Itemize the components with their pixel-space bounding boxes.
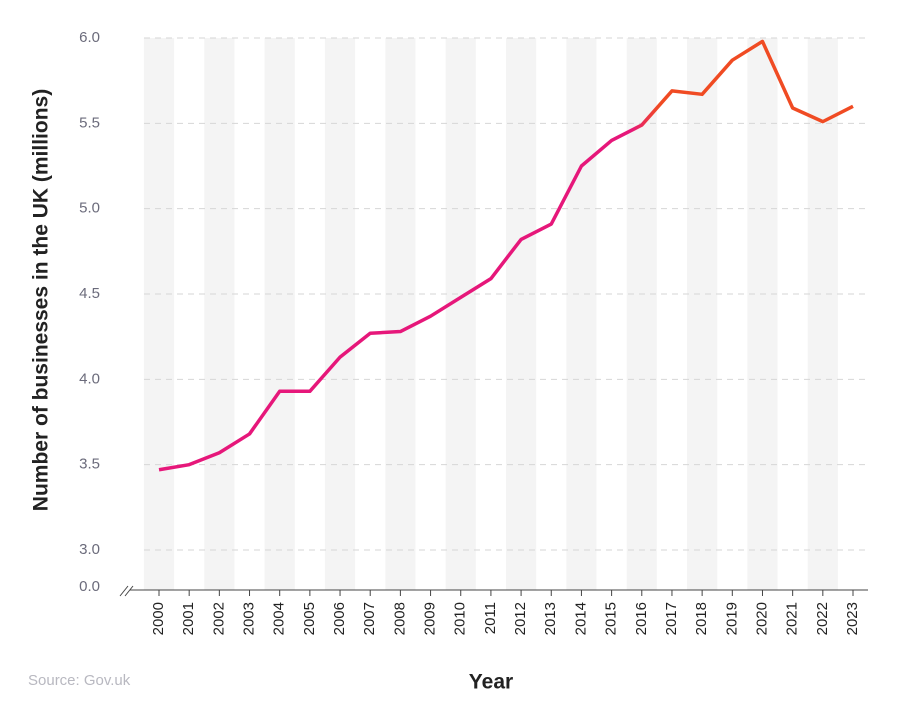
band: [204, 38, 235, 590]
line: [158, 39, 854, 472]
band: [143, 38, 175, 590]
x-tick-label: 2010: [452, 602, 469, 635]
y-tick-label: 4.5: [79, 285, 100, 302]
x-tick-label: 2006: [331, 602, 348, 635]
source: Source: Gov.uk: [28, 672, 131, 689]
x-tick-label: 2018: [693, 602, 710, 635]
axis-break: [119, 585, 129, 597]
band: [807, 38, 838, 590]
band: [324, 38, 356, 590]
band: [626, 38, 657, 590]
x-tick-label: 2020: [753, 602, 770, 635]
y-axis-title: Number of businesses in the UK (millions…: [30, 89, 53, 511]
band: [264, 38, 295, 590]
band: [747, 38, 778, 590]
band: [385, 38, 416, 590]
x-tick-label: 2023: [844, 602, 861, 635]
x-tick-label: 2014: [572, 602, 589, 635]
x-tick-label: 2022: [814, 602, 831, 635]
x-tick-label: 2019: [723, 602, 740, 635]
x-tick-label: 2007: [361, 602, 378, 635]
x-tick-label: 2008: [391, 602, 408, 635]
y-tick-label: 3.5: [79, 456, 100, 473]
x-tick-label: 2005: [301, 602, 318, 635]
x-tick-label: 2021: [784, 602, 801, 635]
x-tick-label: 2017: [663, 602, 680, 635]
band: [506, 38, 537, 590]
x-tick-label: 2016: [633, 602, 650, 635]
y-tick-label: 5.5: [79, 114, 100, 131]
x-tick-label: 2009: [422, 602, 439, 635]
x-tick-label: 2013: [542, 602, 559, 635]
band: [445, 38, 476, 590]
x-axis-title: Year: [469, 671, 513, 694]
y-tick-label: 4.0: [79, 370, 100, 387]
x-tick-label: 2015: [603, 602, 620, 635]
x-tick-label: 2003: [240, 602, 257, 635]
x-tick-label: 2001: [180, 602, 197, 635]
axis-break: [124, 585, 134, 597]
x-tick-label: 2002: [210, 602, 227, 635]
x-tick-label: 2011: [482, 602, 499, 634]
y-tick-label: 0.0: [79, 578, 100, 595]
y-tick-label: 6.0: [79, 29, 100, 46]
band: [566, 38, 597, 590]
band: [687, 38, 718, 590]
x-tick-label: 2012: [512, 602, 529, 635]
x-tick-label: 2004: [271, 602, 288, 635]
x-tick-label: 2000: [150, 602, 167, 635]
y-tick-label: 5.0: [79, 200, 100, 217]
y-tick-label: 3.0: [79, 541, 100, 558]
